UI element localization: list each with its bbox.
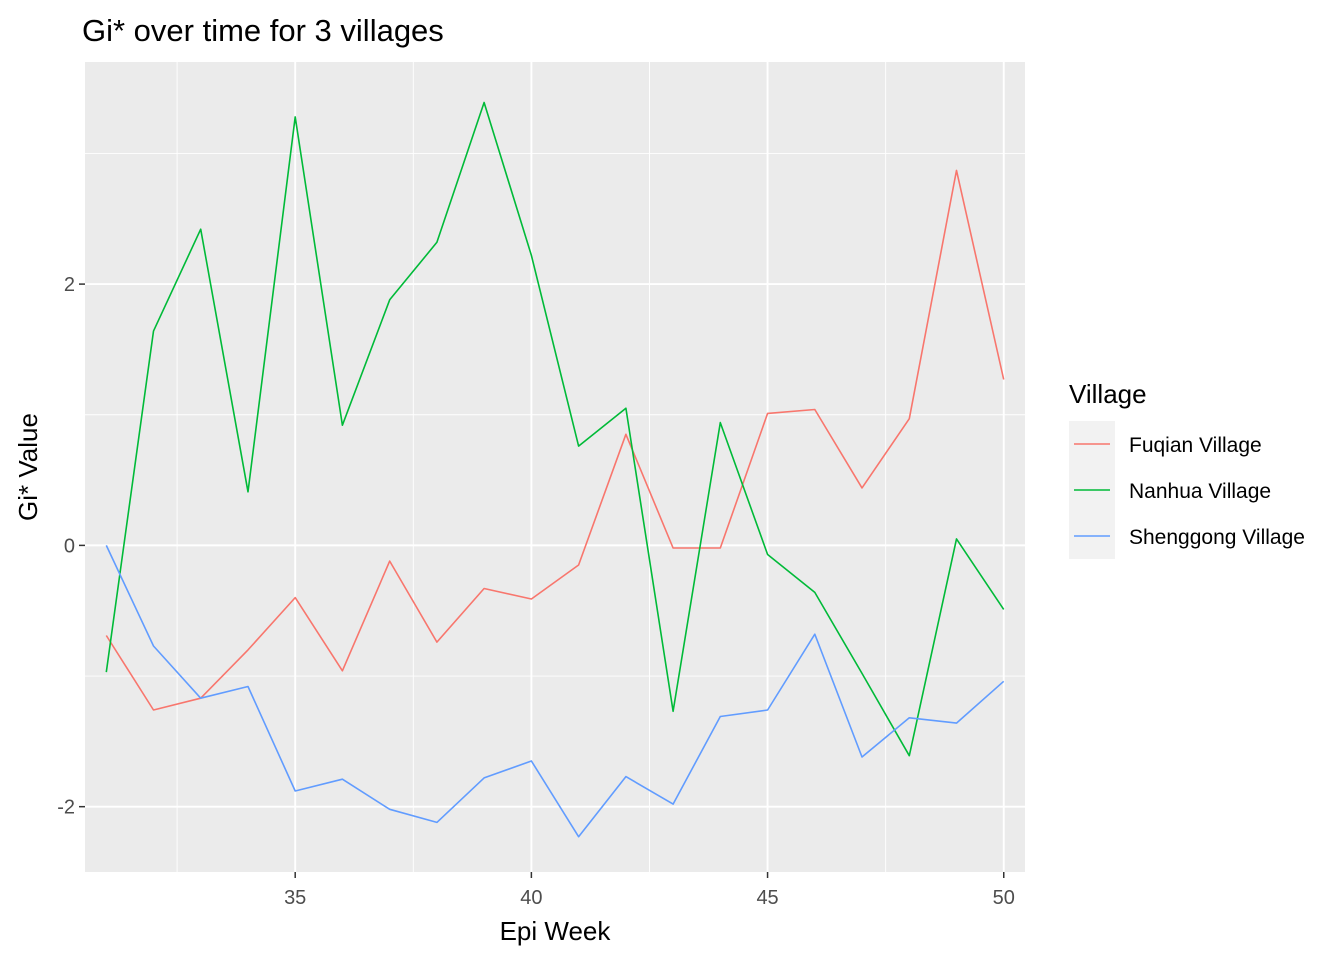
x-axis-title: Epi Week bbox=[500, 916, 612, 946]
x-axis: 35 40 45 50 bbox=[284, 872, 1015, 909]
x-tick-label: 45 bbox=[756, 887, 778, 909]
legend: Village Fuqian Village Nanhua Village Shen… bbox=[1069, 379, 1305, 559]
chart-title: Gi* over time for 3 villages bbox=[82, 13, 444, 48]
x-tick-label: 40 bbox=[520, 887, 542, 909]
legend-label-shenggong-village: Shenggong Village bbox=[1129, 526, 1305, 549]
series-lines bbox=[105, 101, 1005, 838]
plot-panel bbox=[85, 62, 1025, 872]
minor-gridlines bbox=[85, 62, 1025, 872]
y-axis-title: Gi* Value bbox=[13, 413, 43, 521]
series-line-shenggong-village bbox=[105, 545, 1005, 838]
y-tick-label: 2 bbox=[64, 274, 75, 296]
legend-label-fuqian-village: Fuqian Village bbox=[1129, 434, 1262, 457]
series-line-fuqian-village bbox=[105, 169, 1005, 711]
y-axis: -2 0 2 bbox=[57, 274, 85, 819]
legend-label-nanhua-village: Nanhua Village bbox=[1129, 480, 1271, 503]
series-line-nanhua-village bbox=[105, 101, 1005, 757]
y-tick-label: 0 bbox=[64, 535, 75, 557]
x-tick-label: 50 bbox=[993, 887, 1015, 909]
x-tick-label: 35 bbox=[284, 887, 306, 909]
y-tick-label: -2 bbox=[57, 797, 75, 819]
major-gridlines bbox=[85, 62, 1025, 872]
legend-title: Village bbox=[1069, 379, 1147, 409]
